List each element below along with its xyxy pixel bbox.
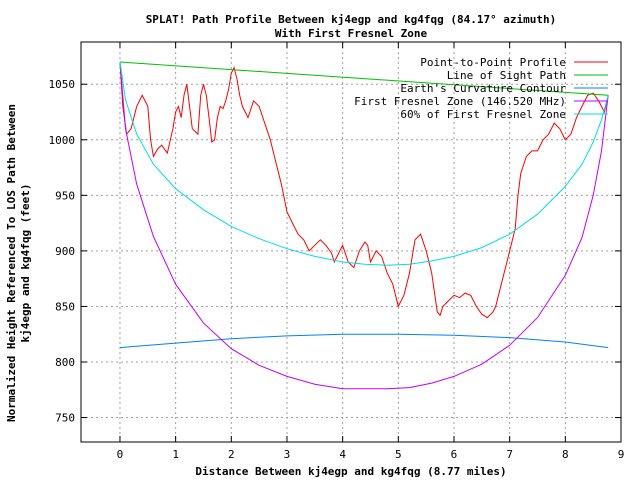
chart-subtitle: With First Fresnel Zone: [275, 27, 428, 40]
x-tick-label: 3: [284, 448, 291, 461]
legend-label: First Fresnel Zone (146.520 MHz): [354, 95, 566, 108]
legend-label: Earth's Curvature Contour: [400, 82, 566, 95]
y-tick-label: 1000: [49, 134, 76, 147]
series-line-first-fresnel-zone-146-520-mhz: [119, 61, 609, 390]
x-tick-label: 6: [451, 448, 458, 461]
series-line-60-of-first-fresnel-zone: [119, 61, 609, 266]
chart-title: SPLAT! Path Profile Between kj4egp and k…: [146, 13, 557, 26]
x-axis-label: Distance Between kj4egp and kg4fqg (8.77…: [195, 465, 506, 478]
y-tick-label: 950: [55, 189, 75, 202]
x-tick-label: 4: [339, 448, 346, 461]
axis-ticks: 0 1 2 3 4 5 6 7 8 9 750 800 850 900 950 1000 1050: [49, 42, 625, 461]
x-tick-label: 2: [228, 448, 235, 461]
grid-lines: [81, 42, 622, 442]
series-line-point-to-point-profile: [119, 61, 609, 319]
legend-label: 60% of First Fresnel Zone: [400, 108, 566, 121]
x-tick-label: 5: [395, 448, 402, 461]
y-axis-label: Normalized Height Referenced To LOS Path…: [5, 104, 18, 422]
series-line-earth-s-curvature-contour: [119, 333, 609, 349]
x-tick-label: 9: [618, 448, 625, 461]
y-tick-label: 1050: [49, 78, 76, 91]
plot-frame: [80, 41, 622, 443]
x-tick-label: 0: [117, 448, 124, 461]
y-tick-label: 900: [55, 245, 75, 258]
x-tick-label: 1: [172, 448, 179, 461]
y-tick-label: 800: [55, 356, 75, 369]
x-tick-label: 7: [506, 448, 513, 461]
y-tick-label: 850: [55, 300, 75, 313]
series-line-line-of-sight-path: [119, 61, 609, 96]
y-axis-label-line-2: kj4egp and kg4fqg (feet): [19, 184, 32, 343]
legend-label: Point-to-Point Profile: [420, 56, 566, 69]
x-tick-label: 8: [562, 448, 569, 461]
series-lines: [119, 61, 609, 390]
y-tick-label: 750: [55, 412, 75, 425]
legend-label: Line of Sight Path: [447, 69, 566, 82]
